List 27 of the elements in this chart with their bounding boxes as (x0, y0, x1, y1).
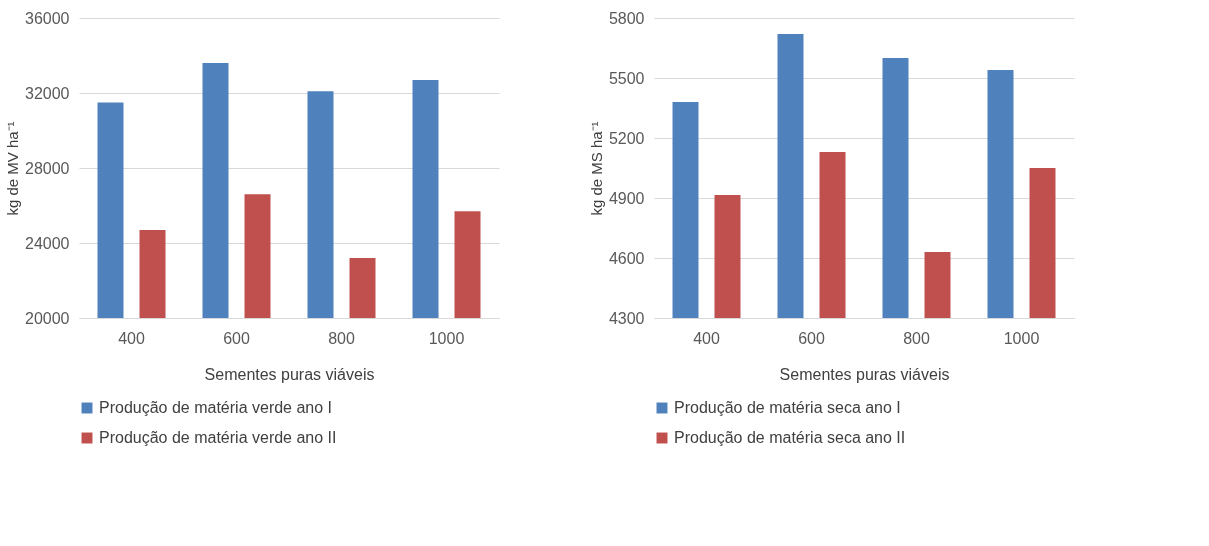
y-tick-label: 24000 (25, 234, 70, 252)
x-axis-title: Sementes puras viáveis (204, 365, 375, 383)
y-tick-label: 20000 (25, 309, 70, 327)
legend-label: Produção de matéria seca ano I (674, 399, 901, 416)
y-axis-title: kg de MS ha⁻¹ (587, 121, 605, 216)
legend-label: Produção de matéria seca ano II (674, 429, 906, 446)
y-tick-label: 4600 (608, 249, 645, 267)
x-tick-label: 600 (223, 329, 250, 347)
y-axis-title: kg de MV ha⁻¹ (4, 121, 22, 216)
y-tick-label: 5800 (608, 9, 645, 27)
x-tick-label: 400 (693, 329, 720, 347)
x-tick-label: 800 (903, 329, 930, 347)
x-tick-label: 1000 (428, 329, 465, 347)
x-tick-label: 600 (798, 329, 825, 347)
x-tick-label: 800 (328, 329, 355, 347)
x-tick-label: 400 (118, 329, 145, 347)
x-tick-label: 1000 (1003, 329, 1040, 347)
y-tick-label: 5500 (608, 69, 645, 87)
y-tick-label: 5200 (608, 129, 645, 147)
y-tick-label: 36000 (25, 9, 70, 27)
y-tick-label: 28000 (25, 159, 70, 177)
legend-label: Produção de matéria verde ano II (99, 429, 337, 446)
y-tick-label: 4900 (608, 189, 645, 207)
y-tick-label: 32000 (25, 84, 70, 102)
y-tick-label: 4300 (608, 309, 645, 327)
x-axis-title: Sementes puras viáveis (779, 365, 950, 383)
legend-label: Produção de matéria verde ano I (99, 399, 333, 416)
